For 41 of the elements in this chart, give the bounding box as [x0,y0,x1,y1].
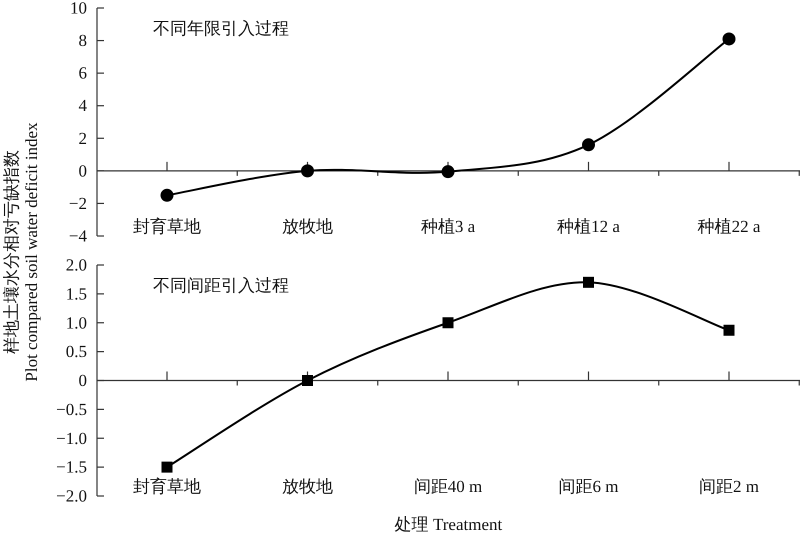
y-tick-label: −0.5 [56,400,87,419]
y-tick-label: 1.5 [66,284,87,304]
y-tick-label: −1.0 [56,428,87,448]
y-tick-label: 6 [78,64,87,83]
point [722,32,736,46]
point [160,188,174,202]
y-tick-label: 0 [78,161,87,180]
y-tick-label: 8 [78,31,87,50]
y-tick-label: 4 [78,96,88,116]
y-tick-label: −4 [68,226,88,246]
point [302,375,313,386]
y-tick-label: −1.5 [56,458,87,477]
point [582,138,595,152]
y-tick-label: 0.5 [66,342,87,362]
x-tick-label: 封育草地 [133,477,201,496]
x-tick-label: 间距6 m [558,477,618,496]
x-tick-label: 种植3 a [420,217,476,236]
point [724,324,734,336]
text: 不同间距引入过程 [153,276,289,295]
x-tick-label: 间距2 m [699,477,759,496]
point [583,276,594,288]
y-tick-label: −2.0 [56,486,87,506]
y-axis-title: 样地土壤水分相对亏缺指数 Plot compared soil water deficit index [2,122,41,382]
text: 不同年限引入过程 [153,19,289,38]
point [442,165,454,178]
y-tick-label: 2 [78,128,87,148]
point [442,317,454,328]
y-tick-label: 1.0 [66,313,87,332]
point [162,462,172,473]
x-axis-title: 处理 Treatment [394,515,503,534]
y-tick-label: 10 [70,0,87,18]
x-tick-label: 放牧地 [282,217,333,236]
x-tick-label: 种植22 a [698,217,761,236]
y-tick-label: −2 [68,194,87,213]
x-tick-label: 间距40 m [414,477,482,496]
x-tick-label: 封育草地 [133,217,201,236]
x-tick-label: 放牧地 [282,477,333,496]
x-tick-label: 种植12 a [557,217,620,236]
point [301,164,314,178]
y-tick-label: 0 [78,371,87,390]
y-tick-label: 2.0 [66,256,87,274]
